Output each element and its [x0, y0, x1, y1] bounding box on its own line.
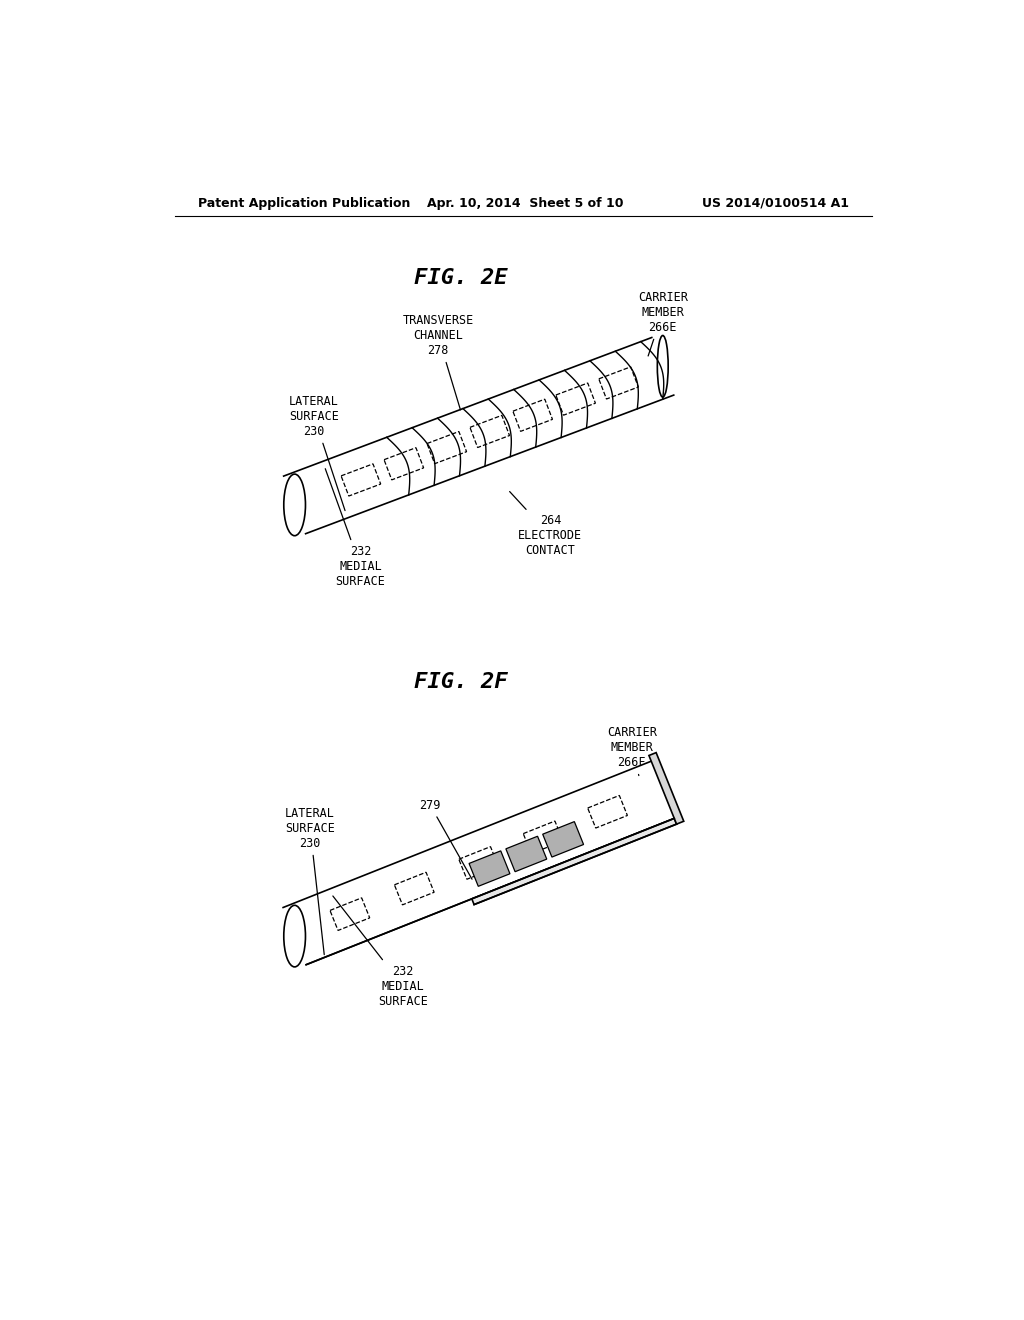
- Text: TRANSVERSE
CHANNEL
278: TRANSVERSE CHANNEL 278: [402, 314, 474, 409]
- Text: FIG. 2E: FIG. 2E: [415, 268, 508, 288]
- Polygon shape: [283, 762, 674, 965]
- Text: Apr. 10, 2014  Sheet 5 of 10: Apr. 10, 2014 Sheet 5 of 10: [427, 197, 623, 210]
- Text: LATERAL
SURFACE
230: LATERAL SURFACE 230: [286, 807, 335, 954]
- Polygon shape: [506, 837, 547, 871]
- Ellipse shape: [284, 474, 305, 536]
- Ellipse shape: [657, 335, 669, 397]
- Text: US 2014/0100514 A1: US 2014/0100514 A1: [701, 197, 849, 210]
- Polygon shape: [649, 752, 684, 824]
- Ellipse shape: [284, 906, 305, 966]
- Polygon shape: [284, 338, 674, 533]
- Text: 279: 279: [420, 799, 472, 879]
- Text: CARRIER
MEMBER
266E: CARRIER MEMBER 266E: [638, 290, 688, 356]
- Text: FIG. 2F: FIG. 2F: [415, 672, 508, 692]
- Text: 232
MEDIAL
SURFACE: 232 MEDIAL SURFACE: [326, 469, 385, 587]
- Text: 232
MEDIAL
SURFACE: 232 MEDIAL SURFACE: [333, 896, 428, 1007]
- Polygon shape: [469, 851, 510, 886]
- Text: CARRIER
MEMBER
266F: CARRIER MEMBER 266F: [607, 726, 656, 776]
- Text: Patent Application Publication: Patent Application Publication: [198, 197, 411, 210]
- Text: LATERAL
SURFACE
230: LATERAL SURFACE 230: [289, 395, 345, 511]
- Text: 264
ELECTRODE
CONTACT: 264 ELECTRODE CONTACT: [510, 491, 583, 557]
- Polygon shape: [543, 821, 584, 857]
- Polygon shape: [472, 818, 677, 904]
